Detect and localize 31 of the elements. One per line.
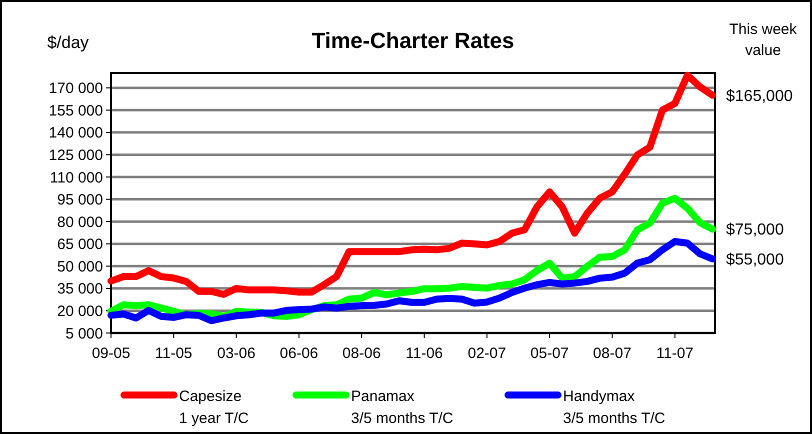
x-tick-label: 11-07 <box>656 345 694 362</box>
y-tick-label: 80 000 <box>57 214 103 231</box>
x-tick-label: 05-07 <box>530 345 569 362</box>
chart-title: Time-Charter Rates <box>312 28 514 53</box>
text: $55,000 <box>726 251 784 268</box>
y-tick-label: 95 000 <box>57 192 103 209</box>
x-tick-label: 08-06 <box>342 345 381 362</box>
text: This week value <box>729 21 798 59</box>
y-tick-label: 125 000 <box>48 146 103 164</box>
legend-label: Panamax 3/5 months T/C <box>351 388 454 427</box>
x-tick-label: 02-07 <box>468 345 506 362</box>
y-tick-label: 35 000 <box>57 280 103 298</box>
legend-label: Capesize 1 year T/C <box>179 388 249 427</box>
legend-label: Handymax 3/5 months T/C <box>563 388 666 427</box>
y-tick-label: 110 000 <box>50 169 103 186</box>
x-tick-label: 11-05 <box>155 345 192 362</box>
y-axis-title: $/day <box>47 33 90 52</box>
y-tick-label: 20 000 <box>57 302 103 320</box>
text: $165,000 <box>726 88 793 105</box>
x-tick-label: 11-06 <box>406 345 443 362</box>
y-tick-label: 155 000 <box>48 102 103 120</box>
x-tick-label: 03-06 <box>217 345 256 362</box>
y-tick-label: 65 000 <box>57 236 103 254</box>
y-tick-label: 170 000 <box>48 80 103 98</box>
y-tick-label: 50 000 <box>57 258 103 276</box>
x-tick-label: 06-06 <box>280 345 318 362</box>
text: $75,000 <box>726 222 784 239</box>
y-tick-label: 140 000 <box>48 124 103 142</box>
y-tick-label: 5 000 <box>65 325 103 342</box>
x-tick-label: 09-05 <box>92 345 130 362</box>
x-tick-label: 08-07 <box>593 345 632 362</box>
